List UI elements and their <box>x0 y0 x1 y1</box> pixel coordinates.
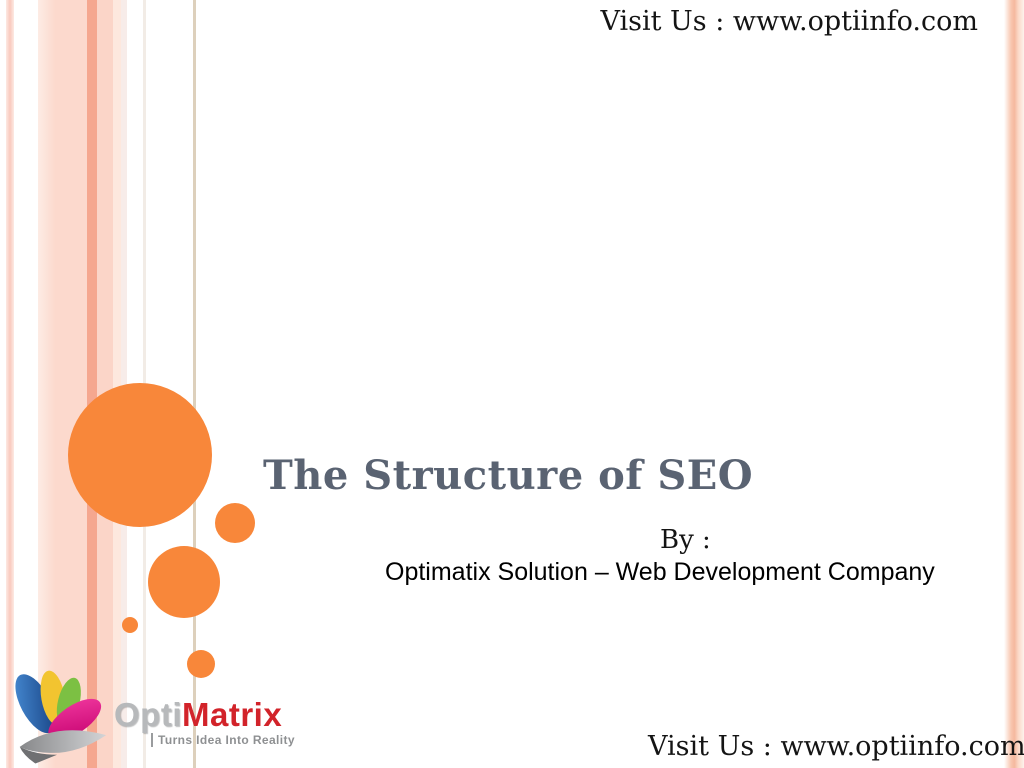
stripe <box>87 0 97 768</box>
lotus-flower-logo-icon <box>15 670 107 764</box>
stripe-thin-tan-line <box>193 0 196 768</box>
visit-us-footer-text: Visit Us : www.optiinfo.com <box>648 731 1024 762</box>
stripe <box>113 0 121 768</box>
brand-wordmark: OptiMatrix <box>114 696 282 734</box>
stripe-right-edge <box>1004 0 1024 768</box>
slide-title: The Structure of SEO <box>263 452 754 499</box>
optimatrix-logo: OptiMatrix Turns Idea Into Reality <box>0 648 320 768</box>
stripe <box>6 0 14 768</box>
orange-bubble-small <box>187 650 215 678</box>
orange-bubble-medium <box>148 546 220 618</box>
byline-label: By : <box>660 525 711 555</box>
orange-bubble-small <box>122 617 138 633</box>
visit-us-header-text: Visit Us : www.optiinfo.com <box>600 6 978 37</box>
orange-bubble-large <box>68 383 212 527</box>
stripe <box>38 0 87 768</box>
brand-opti-text: Opti <box>114 696 182 733</box>
orange-bubble-medium <box>215 503 255 543</box>
brand-tagline: Turns Idea Into Reality <box>151 733 295 747</box>
byline-company: Optimatix Solution – Web Development Com… <box>385 558 935 586</box>
brand-matrix-text: Matrix <box>181 696 283 733</box>
stripe <box>97 0 113 768</box>
